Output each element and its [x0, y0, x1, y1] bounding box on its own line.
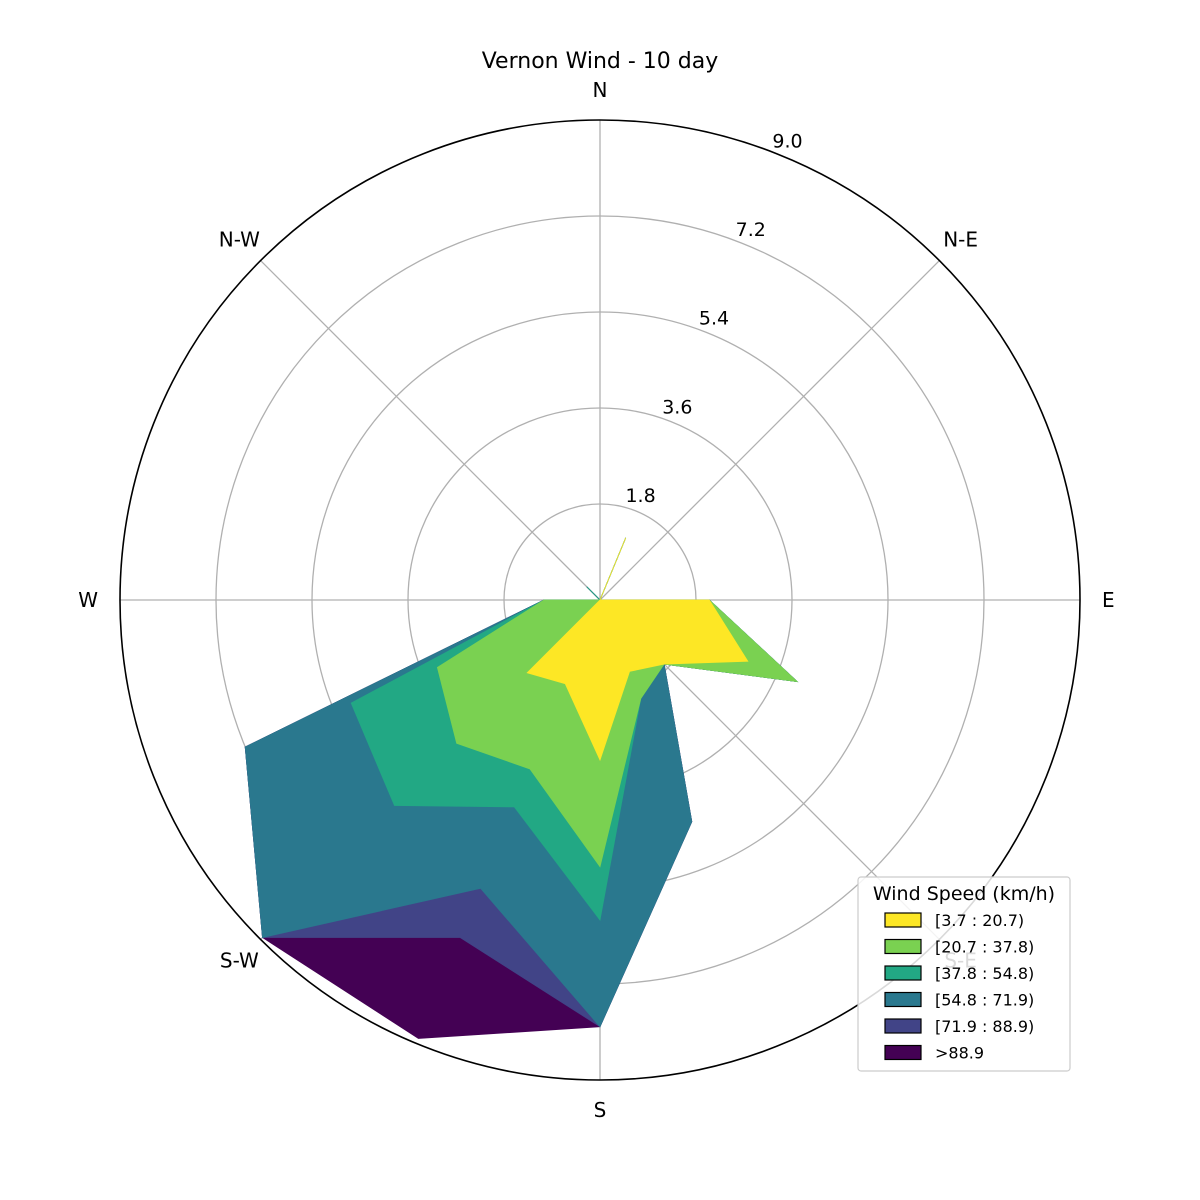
legend-swatch-2 [884, 938, 922, 955]
legend-swatch-5 [884, 1018, 922, 1034]
series-layer [244, 537, 799, 1039]
legend-title: Wind Speed (km/h) [873, 883, 1055, 905]
radial-tick-label-5: 9.0 [772, 130, 802, 152]
legend-label-3: [37.8 : 54.8) [935, 964, 1034, 983]
legend-label-4: [54.8 : 71.9) [935, 991, 1034, 1010]
direction-label-n-e: N-E [943, 227, 978, 251]
radial-tick-label-1: 1.8 [625, 485, 655, 507]
legend-swatch-6 [884, 1044, 922, 1061]
chart-title: Vernon Wind - 10 day [482, 49, 719, 74]
radial-tick-label-2: 3.6 [662, 396, 692, 418]
radial-tick-label-4: 7.2 [736, 219, 766, 241]
legend-label-6: >88.9 [935, 1044, 984, 1063]
grid-spoke-n-w [260, 260, 601, 601]
grid-spoke-n-e [599, 260, 940, 601]
direction-label-e: E [1102, 588, 1115, 612]
direction-label-s-w: S-W [220, 949, 259, 973]
direction-label-n: N [593, 78, 608, 102]
label-layer: NN-EES-ESS-WWN-W1.83.65.47.29.0 [78, 78, 1114, 1122]
radial-tick-label-3: 5.4 [699, 308, 729, 330]
direction-label-n-w: N-W [219, 227, 260, 251]
legend-label-2: [20.7 : 37.8) [935, 938, 1034, 957]
legend: Wind Speed (km/h) [3.7 : 20.7) [20.7 : 37… [857, 876, 1071, 1072]
legend-swatch-4 [884, 991, 922, 1008]
legend-entries: [3.7 : 20.7) [20.7 : 37.8) [37.8 : 54.8) [5… [884, 911, 1034, 1063]
series-area-1 [526, 537, 749, 762]
legend-label-5: [71.9 : 88.9) [935, 1017, 1034, 1036]
legend-label-1: [3.7 : 20.7) [935, 911, 1024, 930]
legend-swatch-1 [884, 912, 922, 928]
direction-label-w: W [78, 588, 98, 612]
direction-label-s: S [594, 1098, 607, 1122]
plot-frame-circle [119, 119, 1081, 1081]
legend-swatch-3 [884, 965, 922, 981]
